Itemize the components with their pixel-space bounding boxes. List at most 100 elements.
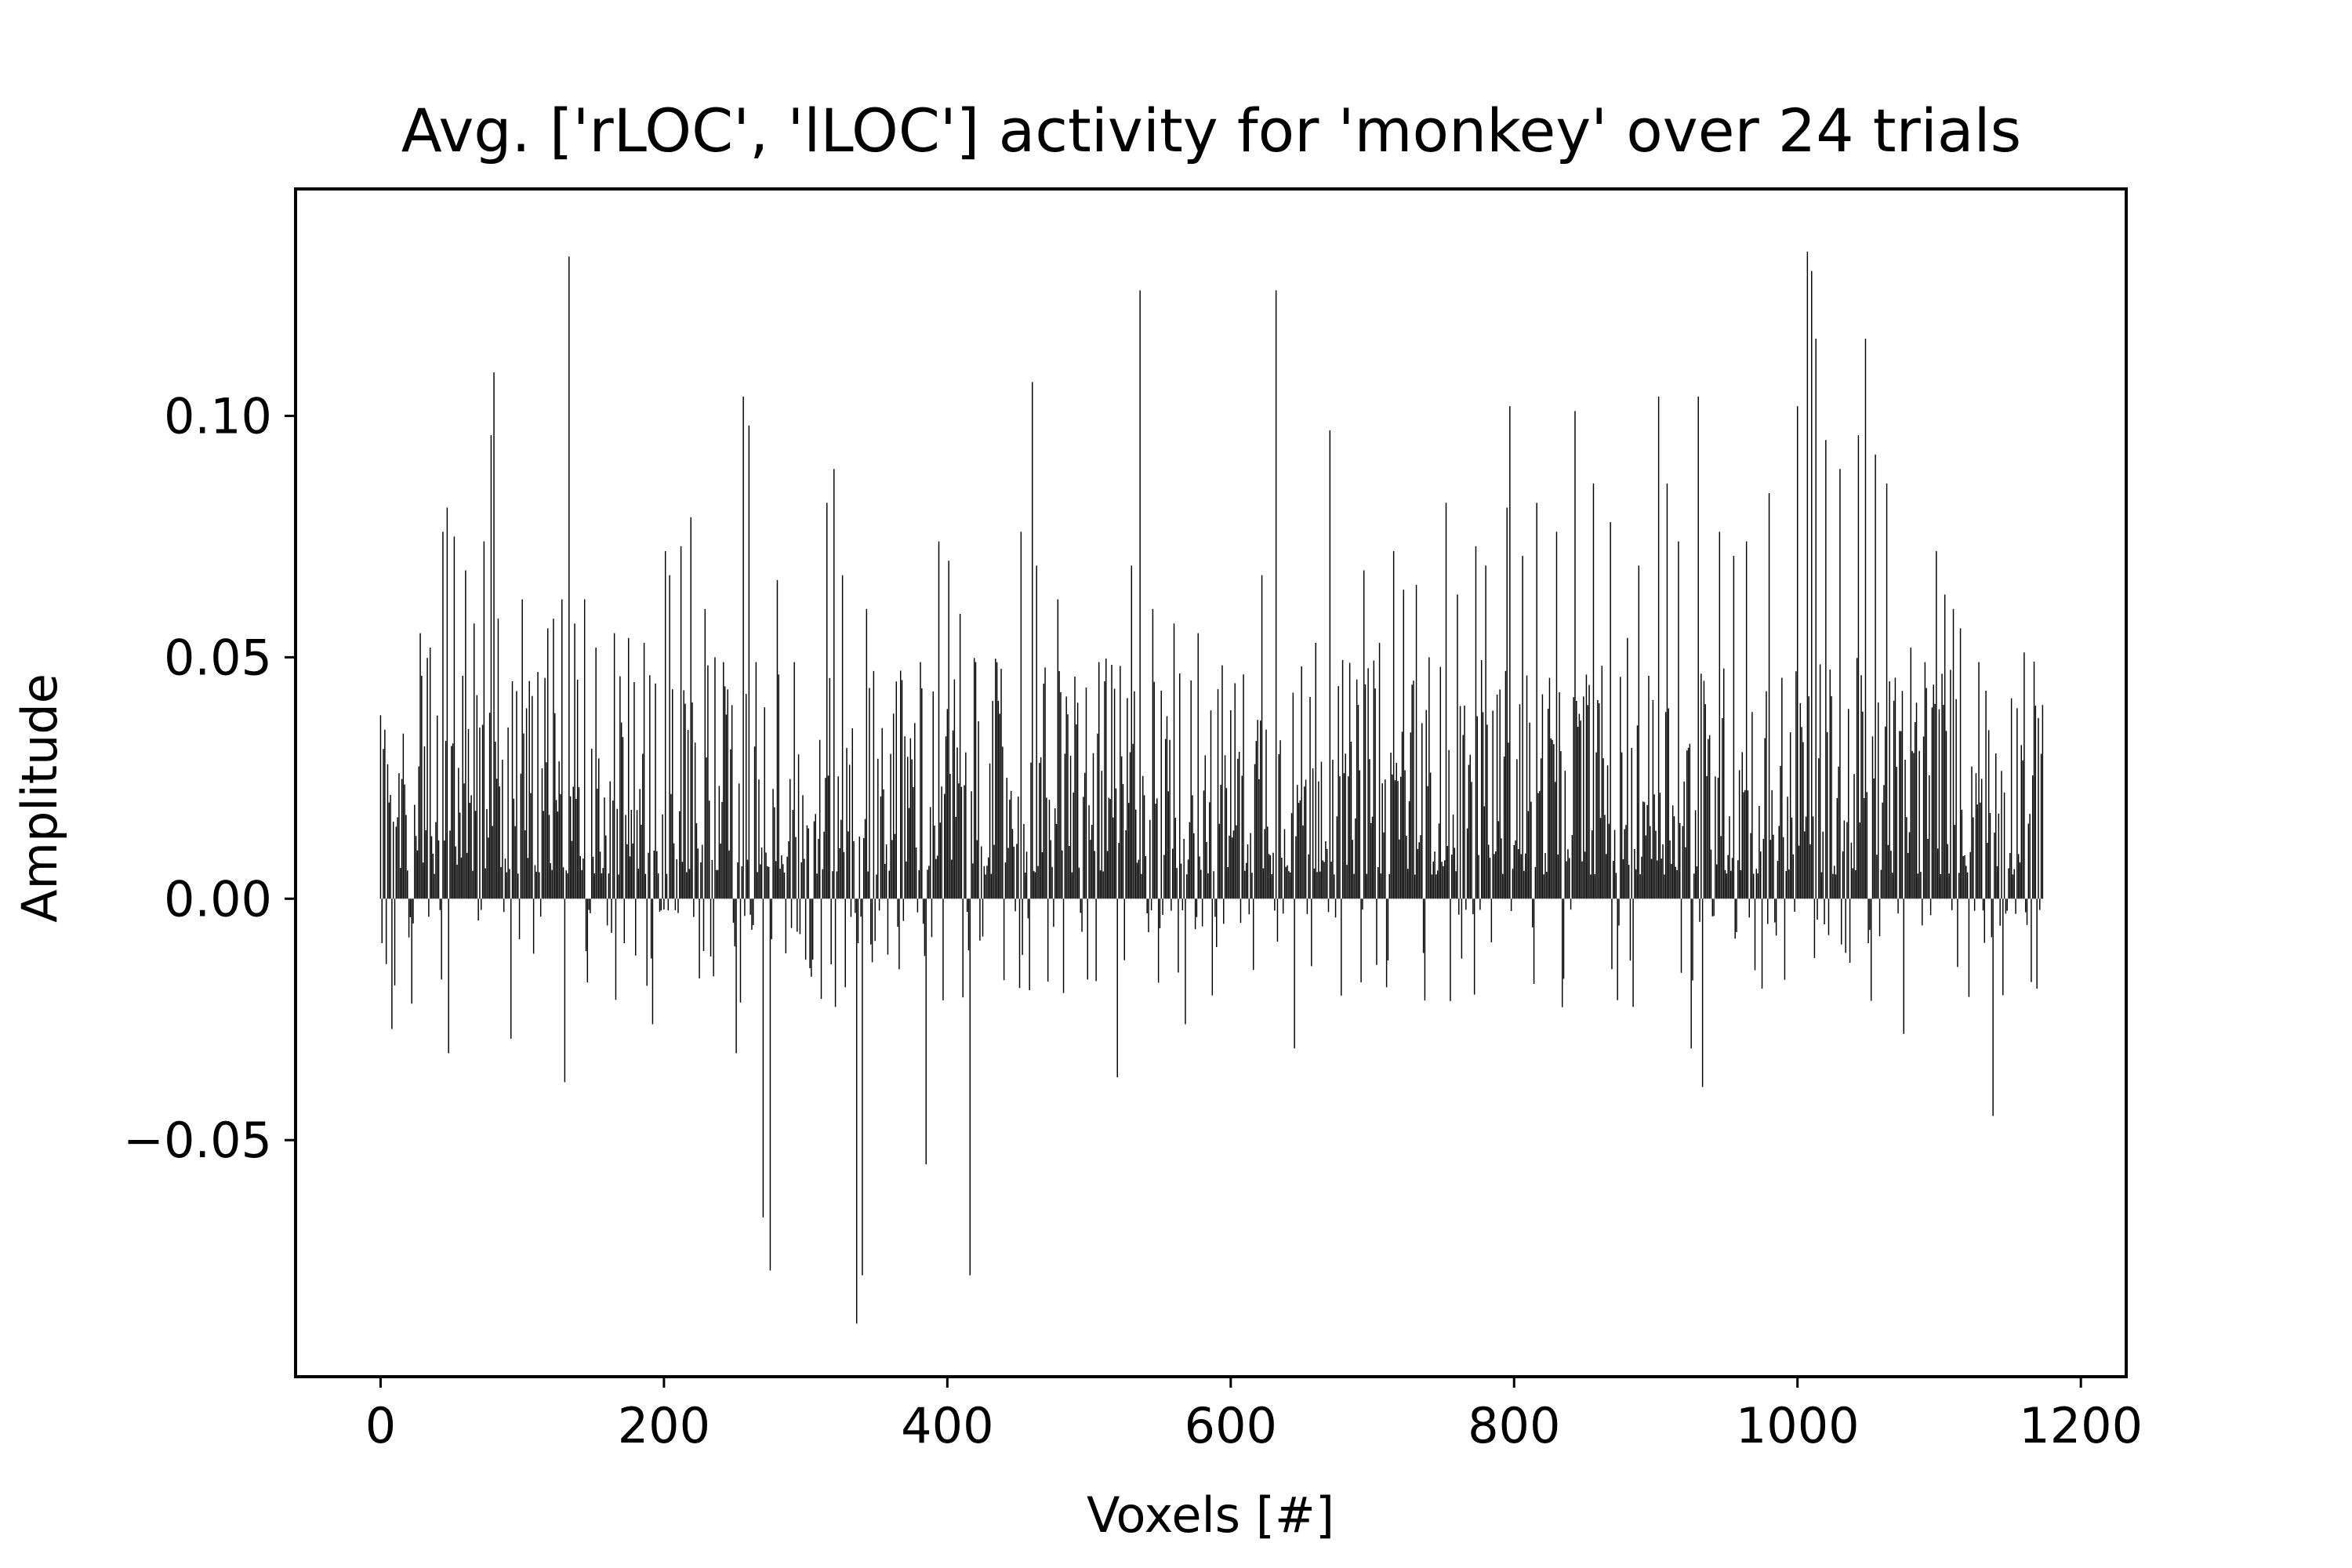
bar: [973, 658, 975, 899]
bar: [451, 746, 452, 899]
bar: [1162, 898, 1163, 915]
bar: [1237, 758, 1239, 899]
bar: [1480, 659, 1483, 899]
bar: [891, 840, 893, 899]
bar: [1174, 818, 1177, 899]
bar: [1750, 833, 1751, 899]
bar: [1762, 839, 1765, 899]
bar: [1519, 704, 1521, 899]
bar: [1635, 869, 1637, 899]
bar: [1901, 691, 1904, 899]
bar: [1900, 731, 1902, 899]
bar: [1683, 781, 1685, 899]
bar: [599, 851, 601, 899]
bar: [392, 821, 394, 899]
bar: [1098, 662, 1100, 899]
bar: [1341, 659, 1344, 899]
bar: [839, 848, 840, 899]
bar: [1908, 832, 1911, 899]
bar: [2017, 854, 2020, 899]
bar: [1118, 843, 1120, 899]
bar: [523, 733, 524, 899]
bar: [1897, 898, 1899, 914]
bar: [1512, 869, 1514, 899]
bar: [1218, 823, 1221, 899]
bar: [1550, 738, 1552, 899]
bar: [1675, 866, 1677, 899]
bar: [1425, 710, 1427, 899]
bar: [1190, 680, 1192, 899]
bar: [1852, 868, 1853, 899]
bar: [1257, 720, 1258, 899]
bar: [844, 898, 846, 988]
bar: [718, 786, 720, 899]
bar: [1060, 691, 1062, 899]
bar: [442, 532, 444, 899]
bar: [1778, 826, 1780, 899]
bar: [467, 728, 470, 899]
bar: [1560, 751, 1562, 899]
bar: [748, 425, 750, 899]
bar: [618, 874, 619, 899]
bar: [1892, 873, 1893, 899]
bar: [1149, 819, 1151, 899]
bar: [1397, 781, 1399, 899]
bar: [1871, 736, 1874, 899]
bar: [1227, 866, 1229, 899]
bar: [1297, 785, 1298, 899]
bar: [586, 898, 589, 983]
bar: [1584, 851, 1586, 899]
bar: [1929, 898, 1932, 916]
bar: [506, 872, 508, 899]
bar: [1260, 720, 1261, 899]
bar: [649, 675, 651, 899]
bar: [1464, 706, 1465, 899]
bar: [1139, 290, 1141, 899]
bar: [1813, 898, 1816, 958]
bar: [1571, 835, 1573, 899]
bar: [1526, 675, 1528, 899]
bar: [1169, 739, 1171, 899]
bar: [1734, 898, 1736, 939]
bar: [2029, 814, 2031, 899]
y-tick-label: 0.00: [164, 870, 272, 927]
x-tick-label: 1200: [2019, 1397, 2143, 1454]
bar: [1711, 898, 1713, 916]
bar: [550, 863, 552, 899]
bar: [1685, 847, 1686, 899]
bar: [1492, 710, 1494, 899]
bar: [1434, 851, 1436, 899]
bar: [1883, 785, 1885, 899]
bar: [1849, 898, 1851, 963]
bar: [1415, 585, 1417, 899]
bar: [802, 795, 804, 899]
bar: [1864, 338, 1867, 899]
bar: [1653, 794, 1655, 899]
bar: [881, 728, 883, 899]
bar: [1792, 854, 1795, 899]
x-tick-label: 600: [1185, 1397, 1277, 1454]
bar: [897, 898, 898, 927]
bar: [1251, 873, 1253, 899]
bar: [1522, 556, 1523, 899]
bar: [483, 541, 485, 899]
bar: [1213, 871, 1214, 899]
bar: [1112, 817, 1114, 899]
bar: [1160, 690, 1162, 899]
bar: [684, 703, 686, 899]
bar: [595, 648, 597, 899]
bar: [1414, 874, 1416, 899]
bar: [717, 869, 719, 899]
bar: [1448, 750, 1450, 899]
bar: [1811, 270, 1813, 899]
bar: [1880, 869, 1882, 899]
bar: [1745, 541, 1748, 899]
bar: [822, 869, 824, 899]
bar: [1509, 406, 1511, 899]
bar: [625, 815, 626, 899]
bar: [760, 848, 763, 899]
bar: [1443, 860, 1446, 899]
bar: [530, 793, 532, 899]
bar: [1197, 633, 1199, 899]
